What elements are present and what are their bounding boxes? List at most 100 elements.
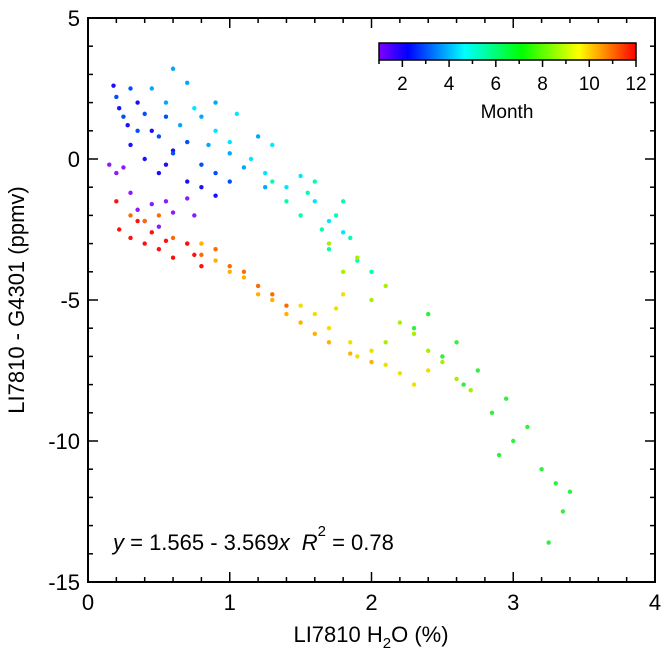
data-point-month-1 [149,201,154,207]
data-point-month-10 [213,258,218,263]
data-point-month-5 [213,128,218,133]
data-point-month-7 [489,410,495,415]
data-point-month-5 [227,139,232,145]
data-point-month-4 [149,86,154,91]
data-point-month-8 [426,348,431,353]
data-point-month-7 [539,467,544,472]
data-point-month-2 [142,156,147,162]
y-tick-label: -15 [48,570,80,595]
data-point-month-6 [305,190,310,196]
data-point-month-8 [369,297,374,303]
data-point-month-4 [206,142,211,148]
x-tick-labels: 0 1 2 3 4 [82,590,661,615]
data-point-month-11 [284,303,289,308]
data-point-month-7 [511,438,516,444]
data-point-month-8 [383,340,388,345]
data-point-month-8 [383,283,388,289]
colorbar-gradient [378,42,637,61]
data-point-month-12 [128,235,133,241]
data-point-month-11 [199,252,204,258]
data-point-month-3 [121,114,126,119]
y-tick-label: -5 [60,288,80,313]
data-point-month-6 [312,179,317,184]
data-point-month-10 [227,269,232,274]
data-point-month-1 [107,162,112,167]
data-point-month-4 [227,151,232,156]
data-point-month-2 [149,128,154,133]
data-point-month-9 [397,371,403,376]
data-point-month-5 [270,142,275,148]
y-tick-labels: 5 0 -5 -10 -15 [48,6,80,595]
data-point-month-2 [116,106,122,111]
data-point-month-2 [163,162,169,167]
data-point-month-12 [192,252,197,258]
data-point-month-4 [199,114,204,119]
data-point-month-5 [312,199,317,204]
data-point-month-7 [454,340,459,345]
data-point-month-12 [149,230,154,235]
x-tick-label: 2 [365,590,377,615]
data-point-month-1 [114,170,119,176]
data-point-month-6 [298,213,303,218]
data-point-month-12 [199,263,204,269]
data-point-month-7 [475,368,481,373]
data-point-month-3 [114,94,119,100]
data-point-month-3 [163,114,169,119]
data-point-month-11 [128,213,133,218]
data-point-month-7 [440,354,445,359]
colorbar: 2 4 6 8 10 12 Month [378,42,647,123]
data-point-month-10 [284,311,289,317]
data-point-month-9 [355,354,360,359]
data-point-month-6 [319,227,325,232]
data-point-month-10 [298,320,303,325]
data-point-month-10 [270,297,275,303]
data-point-month-11 [255,283,261,289]
data-point-month-3 [199,162,204,167]
data-point-month-10 [241,275,247,280]
data-point-month-2 [199,185,204,190]
colorbar-tick-label: 12 [625,74,646,95]
data-point-month-3 [185,139,190,145]
colorbar-tick-label: 10 [579,74,600,95]
data-point-month-2 [156,170,162,176]
data-point-month-10 [326,340,332,345]
data-point-month-2 [125,122,130,128]
data-point-month-6 [326,247,332,252]
data-point-month-7 [461,382,466,387]
data-point-month-11 [270,292,275,297]
data-point-month-6 [284,199,289,204]
colorbar-ticks: 2 4 6 8 10 12 [378,60,647,95]
data-point-month-10 [312,331,317,337]
data-point-month-5 [284,185,289,190]
data-point-month-9 [411,382,417,387]
data-point-month-11 [142,218,147,224]
data-point-month-2 [111,83,116,88]
data-point-month-7 [411,326,417,331]
y-tick-label: -10 [48,429,80,454]
y-axis-label: LI7810 - G4301 (ppmv) [4,186,29,413]
axis-ticks [87,17,656,583]
data-point-month-4 [213,100,218,105]
data-point-month-9 [383,362,388,368]
data-point-month-3 [128,86,133,91]
data-point-month-7 [503,396,509,401]
data-point-month-12 [114,199,119,204]
data-point-month-7 [560,509,566,514]
data-point-month-2 [135,100,140,105]
data-point-month-2 [213,193,218,198]
data-point-month-9 [326,326,332,331]
data-point-month-1 [128,190,133,196]
data-point-month-11 [156,213,162,218]
data-point-month-11 [241,269,247,274]
data-point-month-11 [170,235,176,241]
data-point-month-9 [369,348,374,353]
data-point-month-6 [270,179,275,184]
data-point-month-12 [156,247,162,252]
data-point-month-1 [163,199,169,204]
colorbar-tick-label: 4 [444,74,455,95]
data-point-month-1 [170,210,176,215]
data-point-month-10 [369,359,374,365]
data-point-month-8 [440,359,445,365]
data-point-month-5 [248,156,254,162]
